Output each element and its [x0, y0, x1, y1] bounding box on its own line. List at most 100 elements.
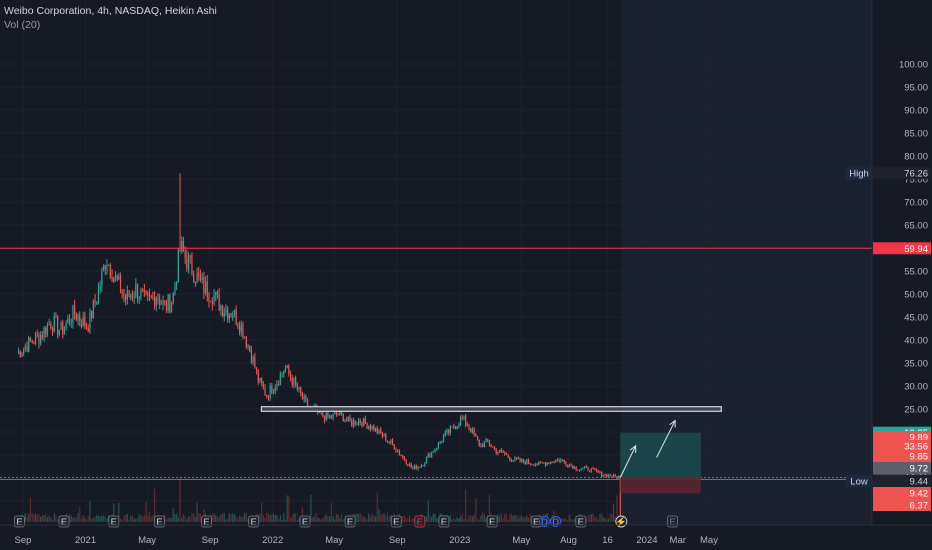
candle-body	[376, 427, 378, 433]
volume-bar	[72, 517, 74, 522]
candle-body	[578, 469, 581, 471]
candle-body	[381, 433, 383, 437]
price-tick-label: 25.00	[904, 405, 928, 416]
candle-body	[162, 300, 164, 304]
volume-bar	[371, 514, 373, 522]
candle-body	[612, 474, 615, 477]
volume-bar	[143, 514, 145, 522]
candle-body	[240, 323, 242, 333]
candle-body	[85, 326, 88, 328]
volume-bar	[368, 513, 370, 522]
volume-bar	[225, 519, 227, 522]
volume-bar	[473, 514, 475, 522]
candle-body	[228, 313, 230, 319]
candle-body	[539, 461, 542, 463]
volume-bar	[128, 519, 130, 522]
volume-bar	[565, 518, 567, 522]
candle-body	[215, 292, 217, 296]
candle-body	[499, 449, 501, 453]
candle-body	[33, 342, 35, 344]
candle-body	[152, 296, 154, 298]
volume-bar	[567, 519, 569, 522]
candle-body	[492, 446, 494, 448]
candle-body	[431, 452, 433, 458]
volume-bar	[363, 516, 365, 522]
candle-body	[89, 310, 91, 332]
candle-body	[519, 458, 521, 462]
earnings-marker-label: E	[489, 517, 495, 528]
price-tick-label: 90.00	[904, 106, 928, 117]
volume-bar	[174, 513, 176, 522]
drawings-layer[interactable]	[0, 247, 872, 494]
candle-body	[97, 289, 100, 303]
volume-bar	[434, 513, 436, 522]
volume-indicator-label[interactable]: Vol (20)	[4, 19, 41, 31]
candle-body	[517, 458, 519, 460]
volume-bar	[595, 517, 598, 522]
volume-bar	[390, 515, 392, 522]
events-layer[interactable]: E E E E E E E E E E E E EE ED D ⚡	[14, 515, 678, 528]
volume-bar	[602, 517, 604, 522]
earnings-marker	[414, 515, 426, 528]
candle-body	[60, 322, 62, 330]
candle-body	[609, 474, 611, 477]
price-tag	[873, 487, 931, 499]
volume-bar	[317, 517, 319, 522]
earnings-marker	[14, 515, 25, 528]
volume-bar	[301, 507, 304, 522]
candle-body	[427, 454, 429, 458]
volume-bar	[101, 515, 103, 522]
candle-body	[24, 346, 26, 349]
time-tick-label: 2021	[75, 535, 96, 546]
candle-body	[340, 410, 343, 414]
time-tick-label: May	[325, 535, 343, 546]
volume-bar	[237, 518, 239, 522]
candle-body	[26, 346, 28, 352]
earnings-marker-label: E	[669, 517, 675, 528]
candle-body	[458, 424, 460, 427]
candle-body	[611, 476, 613, 478]
volume-bar	[436, 518, 438, 522]
volume-bar	[227, 518, 229, 522]
volume-bar	[405, 517, 407, 522]
volume-bar	[607, 518, 610, 522]
candle-body	[113, 277, 115, 282]
time-axis[interactable]: Sep 2021 May Sep 2022 May Sep 2023 May Aug 16 2024 M…	[0, 524, 932, 546]
earnings-marker	[58, 515, 70, 528]
volume-bar	[283, 513, 285, 522]
volume-bar	[51, 519, 54, 522]
candle-body	[497, 452, 499, 454]
volume-bar	[456, 517, 458, 522]
candle-body	[223, 312, 225, 317]
earnings-marker	[344, 515, 356, 528]
candle-body	[493, 447, 496, 450]
volume-bar	[611, 514, 613, 522]
volume-bar	[403, 515, 406, 522]
candle-body	[121, 292, 123, 294]
candle-body	[522, 459, 525, 462]
volume-bar	[286, 495, 288, 522]
volume-bar	[186, 518, 188, 522]
price-tag	[873, 499, 931, 511]
candle-body	[524, 461, 526, 465]
volume-bar	[43, 515, 45, 522]
earnings-marker-label: E	[61, 517, 67, 528]
volume-bar	[376, 492, 378, 522]
candle-body	[337, 414, 339, 416]
candle-body	[606, 474, 608, 477]
time-tick-label: 2024	[636, 535, 657, 546]
candle-body	[91, 310, 93, 319]
flash-icon	[615, 515, 628, 528]
symbol-title[interactable]: Weibo Corporation, 4h, NASDAQ, Heikin As…	[4, 5, 217, 17]
candle-body	[99, 285, 101, 290]
volume-bar	[570, 518, 572, 522]
candle-body	[244, 337, 246, 339]
candle-body	[194, 282, 196, 284]
time-tick-label: Sep	[389, 535, 406, 546]
candle-body	[133, 296, 135, 298]
candle-body	[327, 412, 329, 418]
candle-body	[186, 257, 188, 269]
candle-body	[602, 475, 604, 477]
candle-body	[587, 466, 589, 471]
